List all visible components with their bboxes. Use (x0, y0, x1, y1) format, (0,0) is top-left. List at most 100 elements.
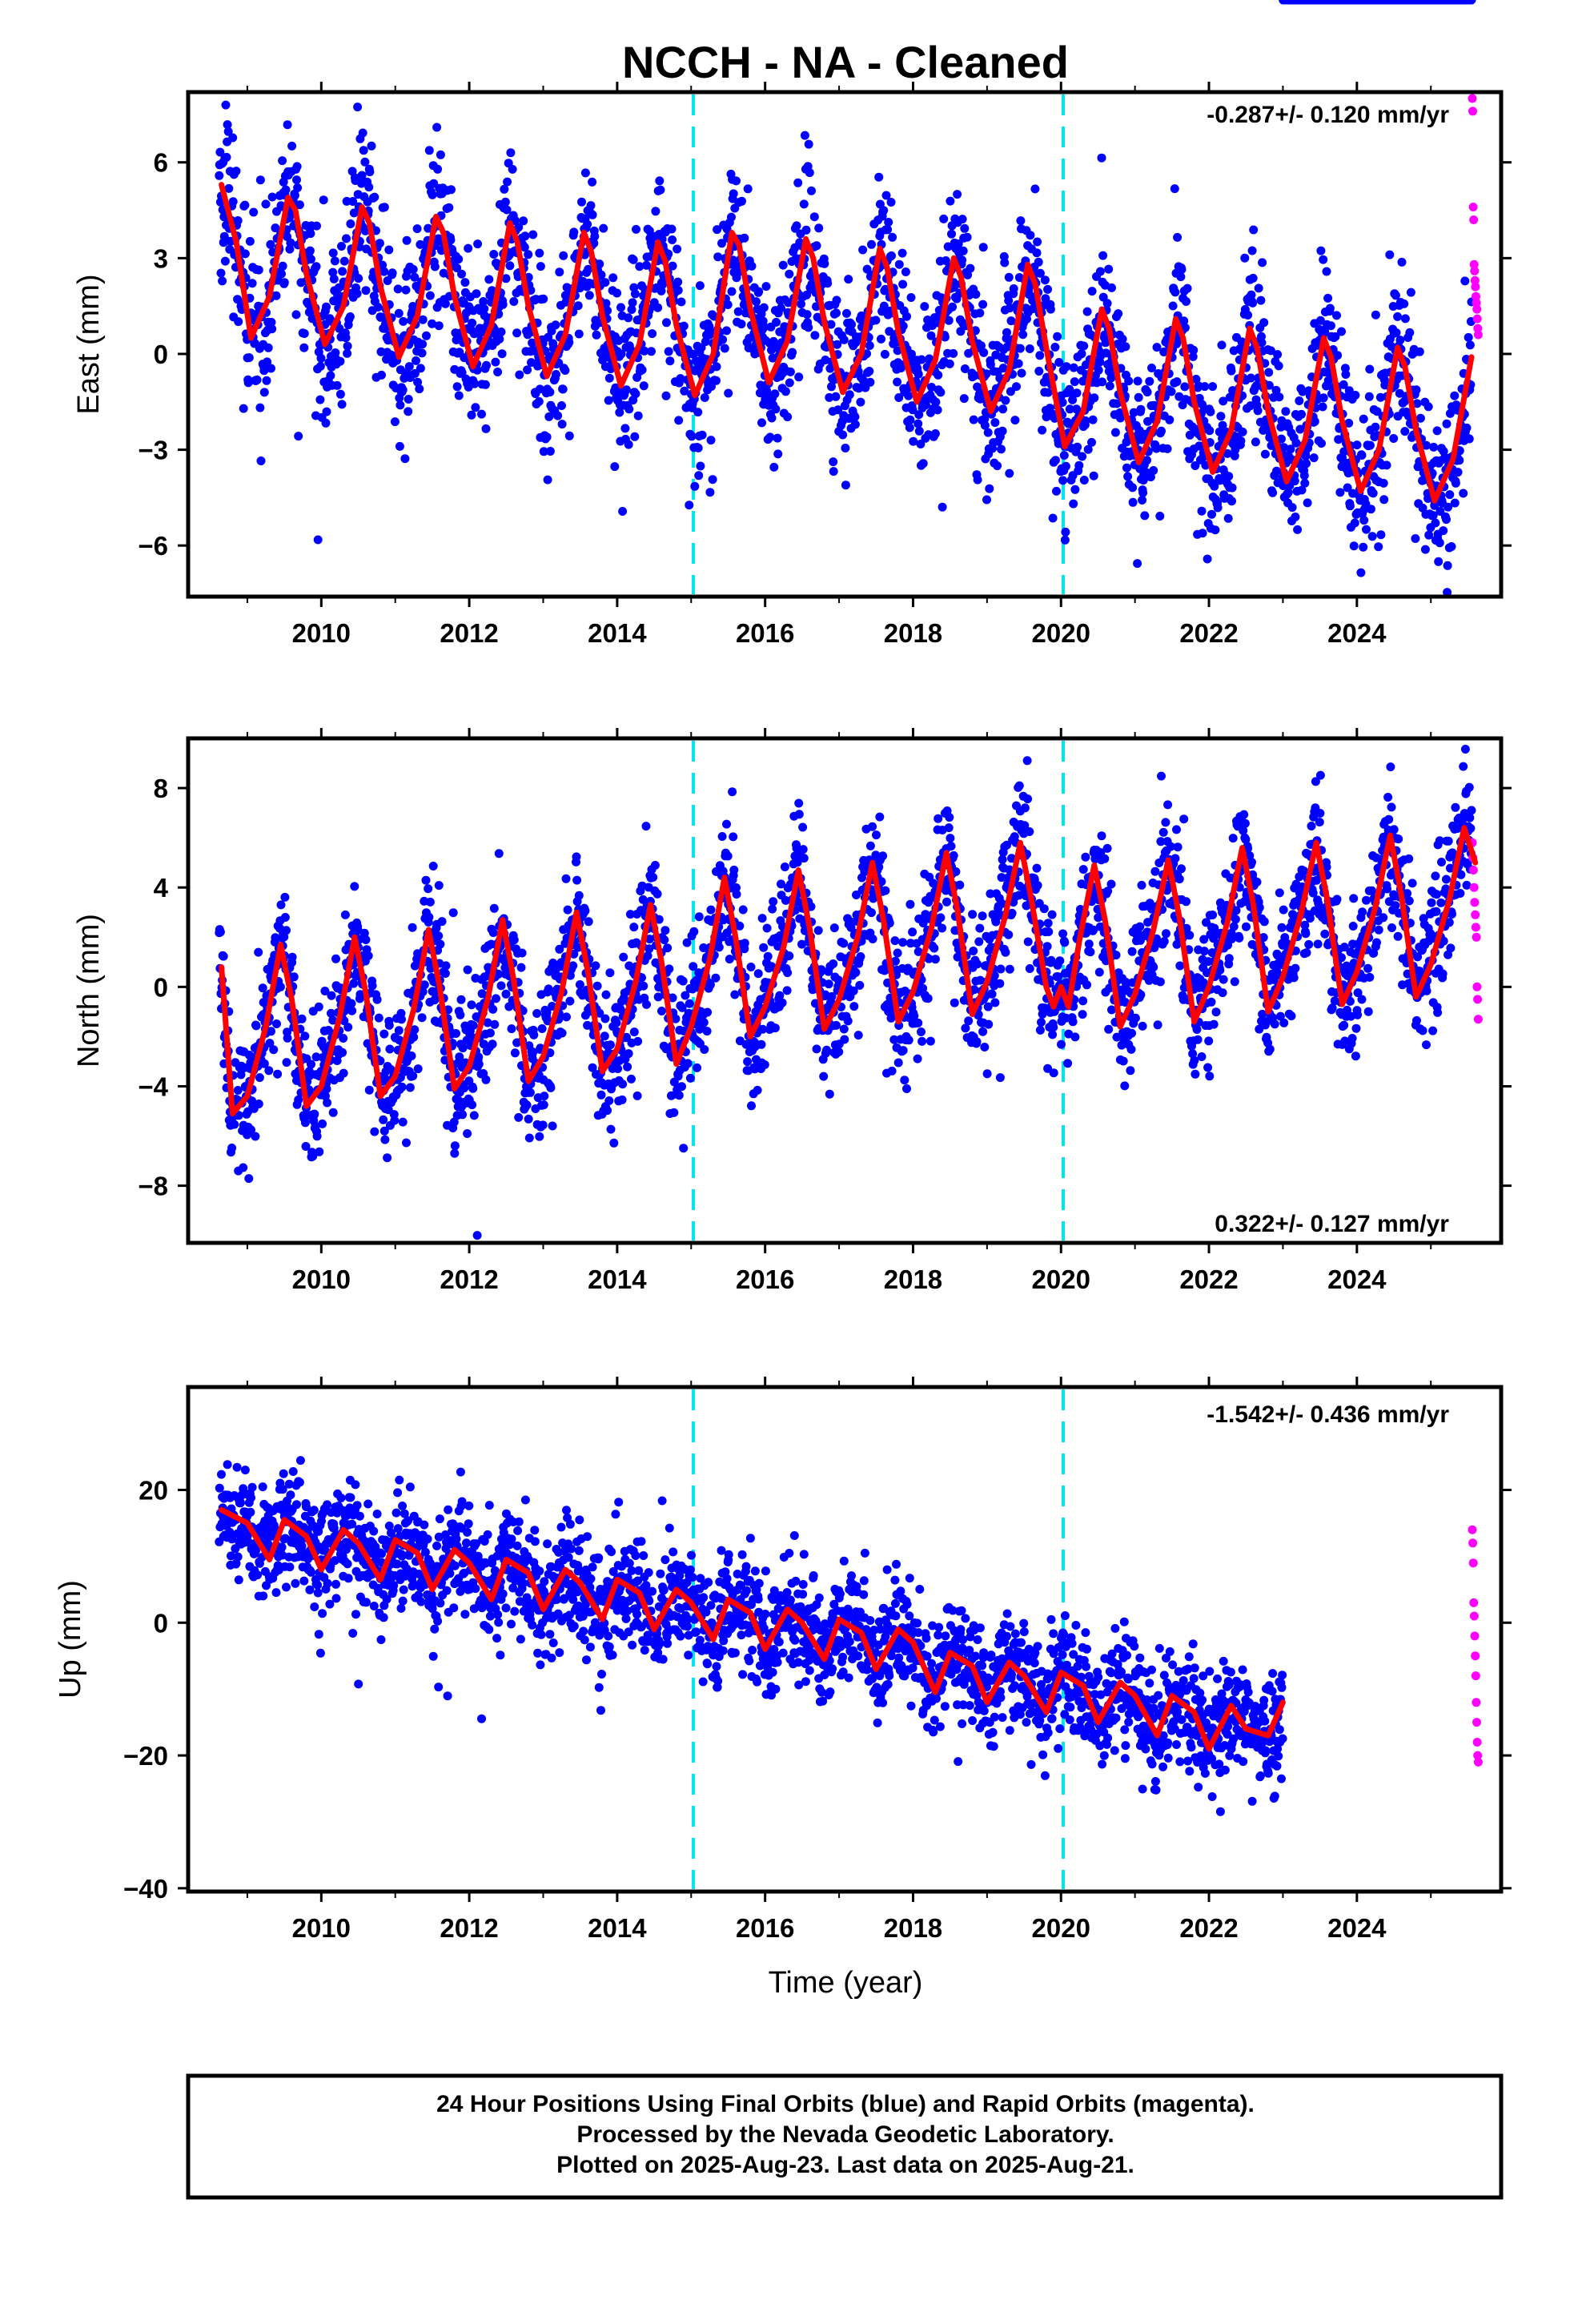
east-final-point (564, 431, 574, 440)
east-final-point (893, 377, 902, 387)
east-final-point (278, 156, 287, 166)
east-final-point (1043, 388, 1053, 397)
east-final-point (673, 244, 682, 254)
east-final-point (329, 274, 339, 283)
east-final-point (1058, 398, 1067, 407)
north-final-point (663, 943, 673, 953)
east-final-point (1046, 304, 1055, 314)
east-final-point (543, 475, 552, 485)
north-final-point (840, 1035, 849, 1044)
east-rapid-point (1469, 259, 1479, 269)
east-final-point (338, 267, 347, 276)
north-final-point (269, 1045, 279, 1055)
east-final-point (927, 383, 936, 392)
east-final-point (425, 291, 435, 300)
east-final-point (364, 183, 374, 192)
east-final-point (600, 278, 610, 287)
east-final-point (1273, 350, 1283, 360)
east-final-point (1389, 434, 1399, 443)
north-final-point (1001, 947, 1010, 957)
north-final-point (878, 851, 888, 861)
north-final-point (973, 959, 982, 969)
east-final-point (259, 388, 269, 397)
east-final-point (345, 312, 355, 321)
east-final-point (292, 162, 302, 171)
north-final-point (798, 845, 808, 854)
east-final-point (874, 172, 884, 182)
east-final-point (1227, 497, 1236, 506)
east-final-point (1299, 471, 1309, 480)
east-final-point (622, 385, 631, 395)
east-final-point (588, 177, 597, 187)
east-final-point (958, 246, 968, 255)
east-final-point (724, 388, 733, 398)
east-final-point (1319, 393, 1328, 403)
north-final-point (865, 841, 875, 850)
east-final-point (639, 381, 648, 391)
east-final-point (778, 260, 788, 270)
east-final-point (690, 481, 700, 491)
north-final-point (936, 913, 946, 923)
east-final-point (978, 243, 988, 252)
east-final-point (1105, 381, 1114, 391)
east-final-point (712, 362, 721, 372)
north-final-point (522, 1100, 532, 1110)
north-final-point (264, 1066, 274, 1076)
east-final-point (223, 127, 233, 136)
east-rapid-point (1469, 215, 1479, 224)
east-final-point (1351, 391, 1360, 400)
east-final-point (970, 371, 979, 380)
east-ytick-label: −6 (138, 531, 168, 561)
east-final-point (1287, 503, 1297, 513)
north-xtick-label: 2012 (440, 1265, 498, 1294)
east-final-point (1300, 478, 1310, 488)
east-final-point (1224, 472, 1234, 481)
east-final-point (1268, 488, 1278, 497)
north-final-point (867, 908, 876, 918)
north-final-point (753, 1085, 762, 1095)
east-final-point (740, 233, 749, 243)
east-final-point (394, 308, 404, 318)
north-final-point (537, 1024, 547, 1033)
north-final-point (669, 1108, 679, 1117)
north-final-point (413, 1064, 423, 1074)
east-final-point (939, 214, 949, 223)
east-final-point (1142, 456, 1151, 465)
east-final-point (402, 235, 412, 245)
east-final-point (418, 340, 428, 349)
east-final-point (415, 384, 424, 394)
east-final-point (632, 224, 640, 234)
north-final-point (1025, 827, 1034, 836)
east-frame (186, 90, 1504, 599)
north-final-point (849, 1002, 859, 1011)
north-final-point (905, 899, 915, 909)
east-final-point (287, 141, 297, 151)
east-final-point (761, 282, 771, 292)
north-final-point (794, 798, 804, 808)
east-final-point (1464, 332, 1473, 342)
east-final-point (1094, 365, 1103, 375)
east-final-point (1168, 301, 1178, 311)
east-rapid-point (1468, 94, 1477, 103)
north-final-point (1058, 929, 1068, 939)
east-final-point (1371, 422, 1380, 432)
east-final-point (772, 317, 781, 327)
north-final-point (722, 819, 731, 829)
north-final-point (689, 927, 699, 936)
east-final-point (697, 343, 706, 352)
east-final-point (584, 264, 593, 274)
north-final-point (468, 1084, 478, 1093)
east-final-point (1447, 542, 1456, 551)
east-final-point (240, 249, 250, 259)
east-final-point (1211, 525, 1220, 535)
east-final-point (1050, 456, 1060, 465)
east-final-point (520, 243, 529, 252)
north-final-point (624, 1049, 633, 1059)
east-final-point (410, 272, 420, 282)
east-final-point (960, 223, 970, 233)
east-final-point (1236, 436, 1246, 445)
east-final-point (1218, 420, 1227, 430)
east-final-point (422, 331, 431, 340)
east-final-point (354, 274, 363, 283)
east-final-point (1335, 488, 1345, 497)
